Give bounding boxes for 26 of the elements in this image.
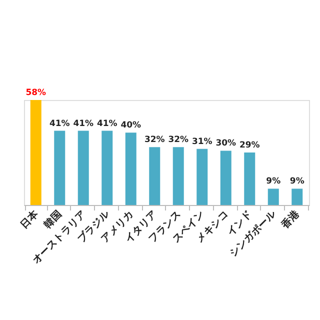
bar [220, 150, 232, 205]
bar [102, 130, 113, 205]
bar [54, 130, 66, 205]
data-label: 30% [216, 138, 237, 149]
bar [149, 147, 160, 205]
data-label: 9% [266, 176, 282, 187]
data-label: 40% [120, 120, 142, 131]
bar [268, 188, 279, 205]
bar [292, 188, 303, 205]
data-label: 32% [168, 135, 190, 146]
data-label: 41% [49, 118, 70, 129]
bar [30, 100, 42, 205]
data-label: 31% [192, 136, 213, 147]
bar [172, 147, 184, 205]
x-tick-label: 香港 [278, 208, 303, 232]
x-tick-label: 日本 [18, 208, 42, 231]
bar [125, 132, 136, 205]
data-label: 58% [26, 88, 47, 98]
data-label: 41% [96, 118, 118, 129]
data-label: 32% [144, 135, 166, 146]
bar [244, 152, 256, 205]
bar [196, 148, 208, 205]
data-label: 41% [73, 118, 94, 129]
data-label: 9% [290, 176, 305, 187]
bar [78, 130, 89, 205]
data-label: 29% [239, 140, 260, 150]
